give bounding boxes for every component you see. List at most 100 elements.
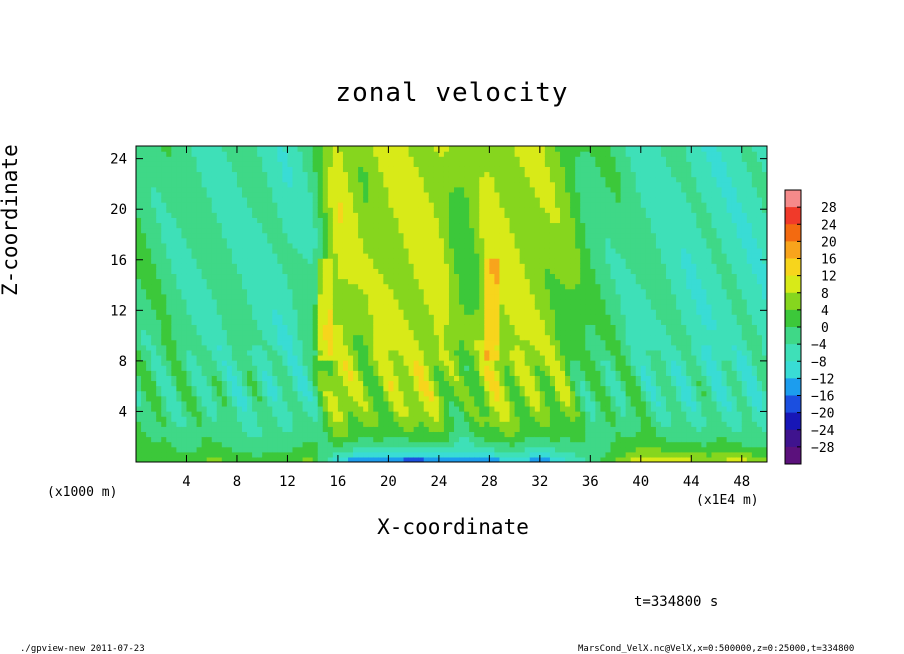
heatmap-cell bbox=[257, 304, 263, 310]
heatmap-cell bbox=[297, 390, 304, 397]
heatmap-cell bbox=[519, 278, 526, 285]
heatmap-cell bbox=[383, 339, 389, 346]
heatmap-cell bbox=[337, 436, 344, 443]
heatmap-cell bbox=[514, 344, 521, 351]
heatmap-cell bbox=[489, 202, 496, 208]
heatmap-cell bbox=[342, 456, 349, 462]
heatmap-cell bbox=[236, 441, 243, 448]
heatmap-cell bbox=[267, 298, 273, 305]
heatmap-cell bbox=[469, 196, 475, 203]
heatmap-cell bbox=[448, 212, 455, 218]
heatmap-cell bbox=[161, 365, 167, 371]
heatmap-cell bbox=[413, 339, 420, 346]
heatmap-cell bbox=[428, 196, 435, 203]
heatmap-cell bbox=[509, 166, 516, 173]
heatmap-cell bbox=[464, 278, 470, 285]
heatmap-cell bbox=[141, 263, 147, 269]
heatmap-cell bbox=[196, 253, 203, 259]
heatmap-cell bbox=[186, 416, 193, 422]
heatmap-cell bbox=[413, 319, 420, 325]
heatmap-cell bbox=[454, 329, 460, 336]
heatmap-cell bbox=[423, 395, 430, 402]
heatmap-cell bbox=[403, 324, 410, 331]
heatmap-cell bbox=[262, 446, 268, 453]
heatmap-cell bbox=[186, 456, 193, 462]
heatmap-cell bbox=[231, 314, 238, 320]
heatmap-cell bbox=[252, 268, 258, 275]
heatmap-cell bbox=[317, 237, 324, 244]
heatmap-cell bbox=[196, 385, 203, 392]
heatmap-cell bbox=[201, 390, 208, 397]
heatmap-cell bbox=[459, 166, 465, 173]
heatmap-cell bbox=[428, 400, 435, 407]
heatmap-cell bbox=[519, 227, 526, 234]
heatmap-cell bbox=[141, 329, 147, 336]
heatmap-cell bbox=[327, 273, 334, 280]
heatmap-cell bbox=[353, 314, 359, 320]
heatmap-cell bbox=[398, 395, 405, 402]
heatmap-cell bbox=[454, 456, 460, 462]
heatmap-cell bbox=[499, 426, 506, 433]
heatmap-cell bbox=[146, 446, 152, 453]
heatmap-cell bbox=[509, 283, 516, 290]
heatmap-cell bbox=[196, 334, 203, 341]
heatmap-cell bbox=[539, 268, 546, 275]
heatmap-cell bbox=[443, 319, 450, 325]
heatmap-cell bbox=[418, 151, 425, 157]
heatmap-cell bbox=[221, 365, 228, 371]
heatmap-cell bbox=[282, 421, 289, 427]
heatmap-cell bbox=[459, 426, 465, 433]
heatmap-cell bbox=[353, 237, 359, 244]
heatmap-cell bbox=[353, 400, 359, 407]
heatmap-cell bbox=[236, 380, 243, 387]
heatmap-cell bbox=[226, 314, 233, 320]
heatmap-cell bbox=[494, 390, 501, 397]
heatmap-cell bbox=[398, 451, 405, 458]
heatmap-cell bbox=[459, 421, 465, 427]
heatmap-cell bbox=[348, 242, 354, 249]
heatmap-cell bbox=[176, 385, 183, 392]
heatmap-cell bbox=[201, 202, 208, 208]
heatmap-cell bbox=[302, 278, 309, 285]
heatmap-cell bbox=[378, 258, 384, 264]
heatmap-cell bbox=[146, 278, 152, 285]
heatmap-cell bbox=[393, 181, 400, 188]
heatmap-cell bbox=[206, 298, 213, 305]
heatmap-cell bbox=[332, 385, 339, 392]
heatmap-cell bbox=[267, 416, 273, 422]
heatmap-cell bbox=[428, 344, 435, 351]
heatmap-cell bbox=[191, 263, 198, 269]
heatmap-cell bbox=[514, 339, 521, 346]
heatmap-cell bbox=[337, 247, 344, 254]
heatmap-cell bbox=[257, 426, 263, 433]
heatmap-cell bbox=[509, 288, 516, 295]
heatmap-cell bbox=[226, 186, 233, 193]
heatmap-cell bbox=[322, 217, 329, 224]
heatmap-cell bbox=[423, 298, 430, 305]
heatmap-cell bbox=[519, 191, 526, 198]
heatmap-cell bbox=[413, 431, 420, 438]
heatmap-cell bbox=[423, 247, 430, 254]
heatmap-cell bbox=[201, 207, 208, 213]
heatmap-cell bbox=[358, 242, 364, 249]
heatmap-cell bbox=[282, 273, 289, 280]
heatmap-cell bbox=[353, 431, 359, 438]
heatmap-cell bbox=[433, 360, 440, 366]
heatmap-cell bbox=[226, 156, 233, 162]
heatmap-cell bbox=[363, 166, 369, 173]
heatmap-cell bbox=[181, 334, 188, 341]
heatmap-cell bbox=[317, 202, 324, 208]
heatmap-cell bbox=[464, 339, 470, 346]
heatmap-cell bbox=[378, 334, 384, 341]
heatmap-cell bbox=[408, 212, 415, 218]
heatmap-cell bbox=[216, 186, 223, 193]
heatmap-cell bbox=[454, 161, 460, 167]
heatmap-cell bbox=[156, 426, 162, 433]
heatmap-cell bbox=[529, 253, 536, 259]
heatmap-cell bbox=[181, 268, 188, 275]
heatmap-cell bbox=[534, 365, 541, 371]
heatmap-cell bbox=[242, 298, 248, 305]
heatmap-cell bbox=[413, 227, 420, 234]
heatmap-cell bbox=[368, 176, 374, 183]
heatmap-cell bbox=[156, 324, 162, 331]
